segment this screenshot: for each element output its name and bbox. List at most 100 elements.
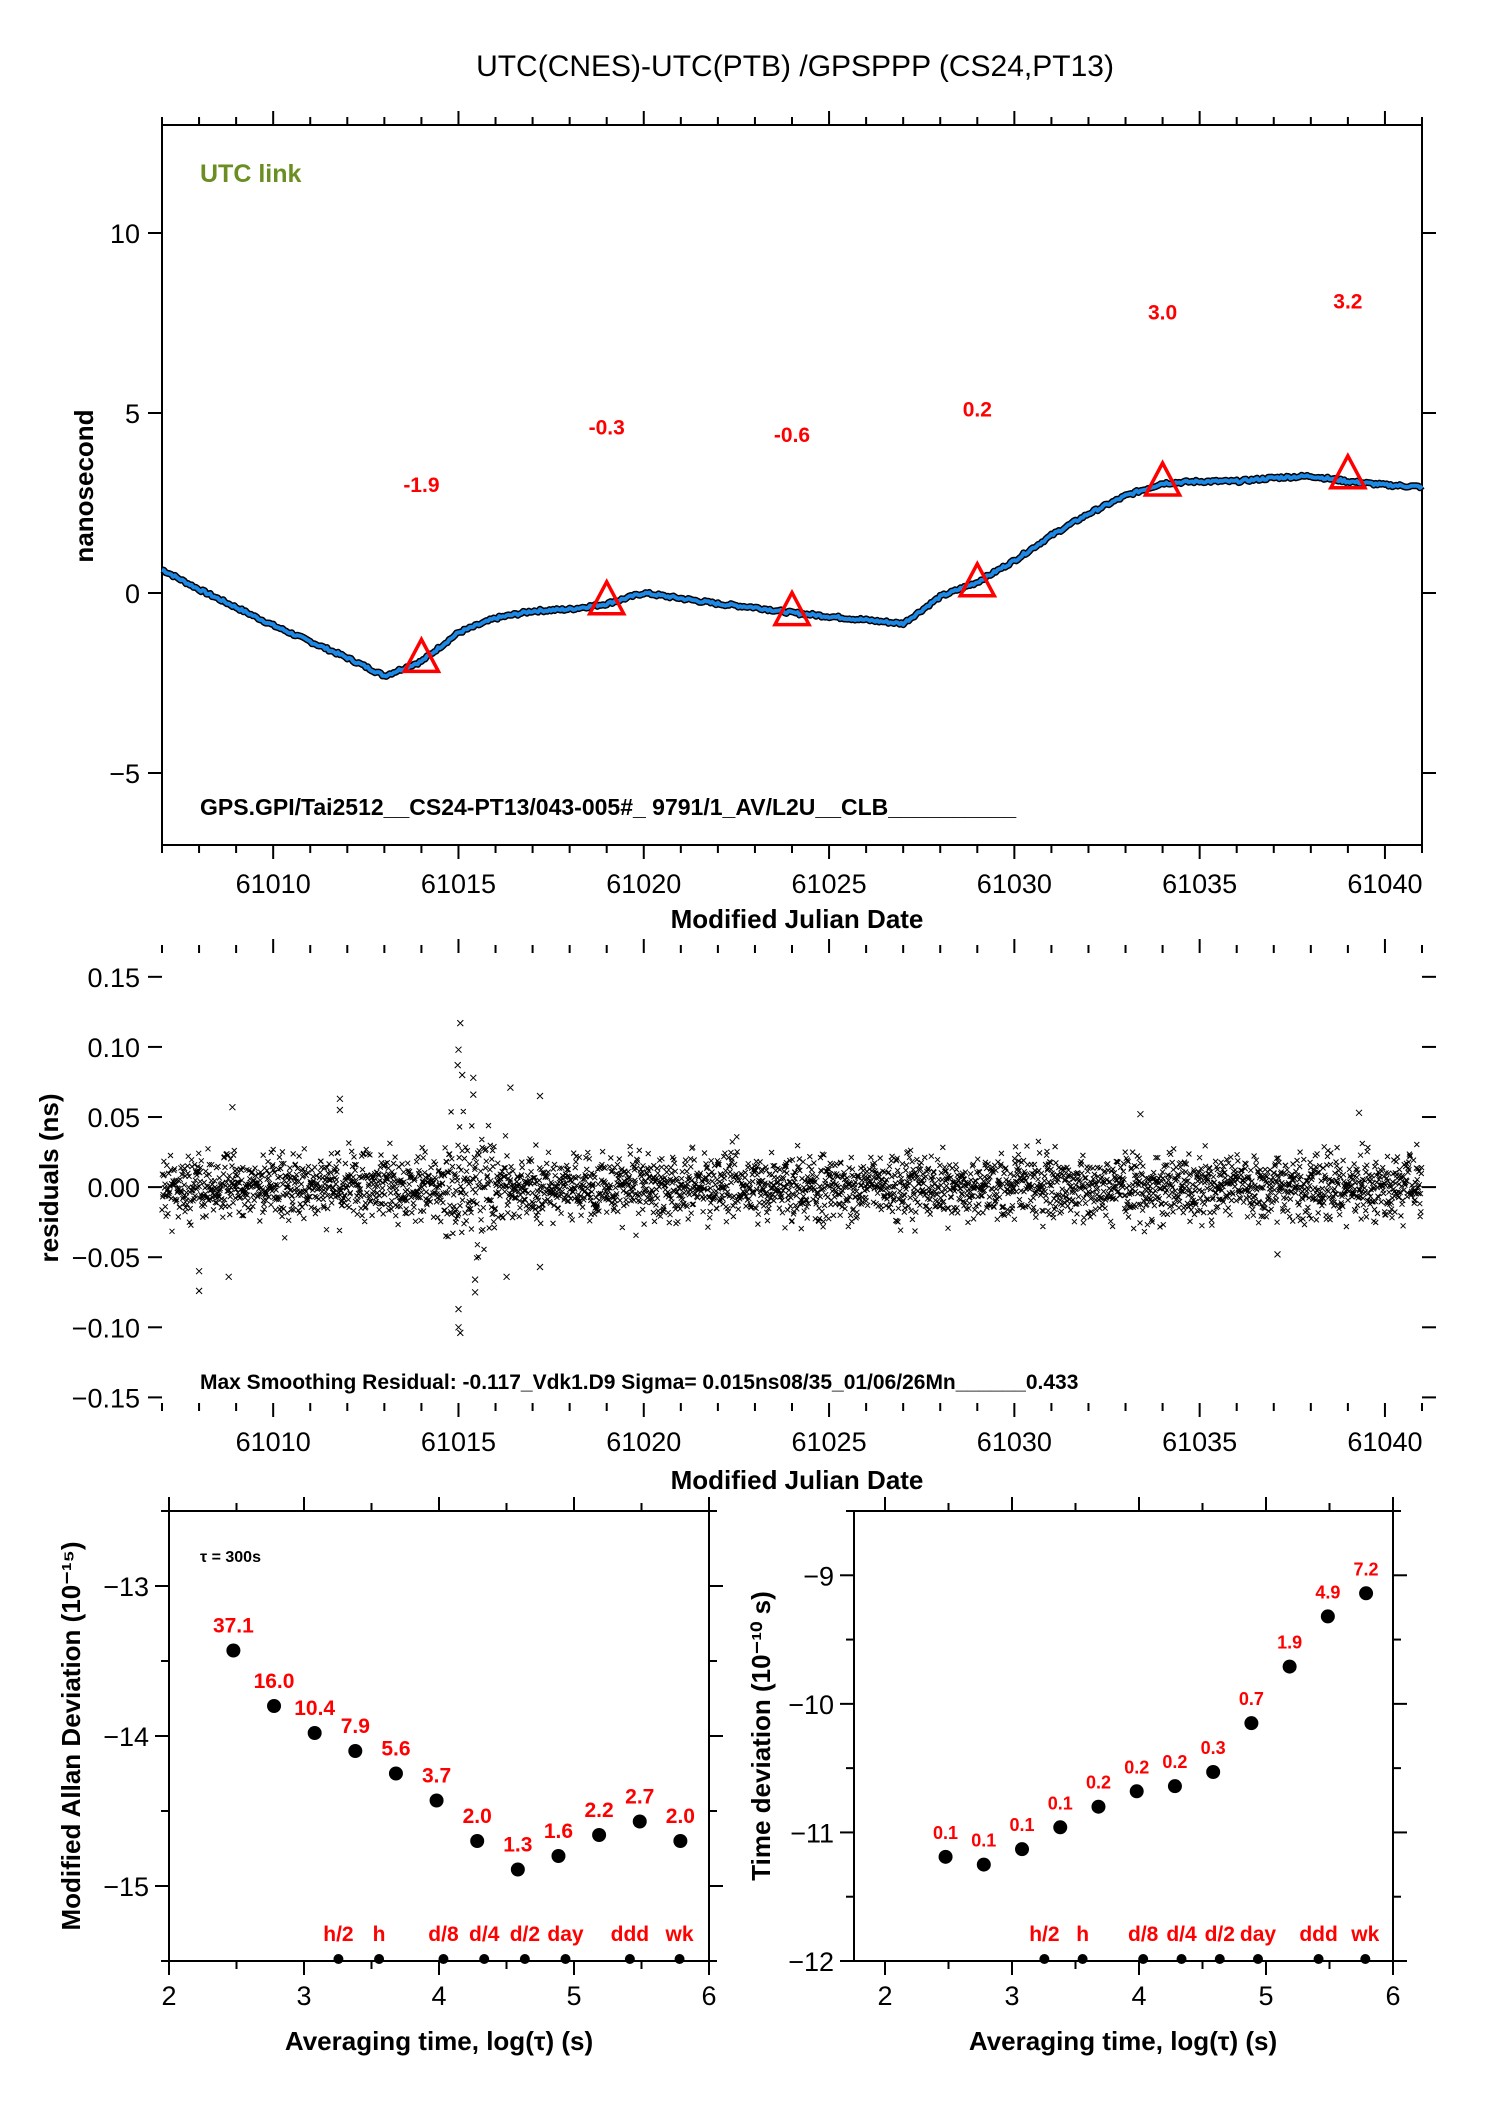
time-marker-label: ddd	[611, 1923, 649, 1946]
time-series-frame	[161, 124, 1423, 846]
triangle-marker	[1327, 452, 1368, 490]
data-point	[551, 1849, 566, 1863]
x-tick-label: 5	[1258, 1981, 1273, 2011]
triangle-marker	[586, 578, 627, 616]
data-value-label: 16.0	[254, 1670, 295, 1693]
data-point	[1320, 1609, 1335, 1624]
y-tick-label: −15	[103, 1872, 149, 1902]
triangle-marker	[772, 588, 812, 627]
x-tick-label: 5	[566, 1981, 581, 2011]
x-tick-label: 61025	[792, 869, 867, 899]
time-marker-dot	[674, 1954, 685, 1964]
x-tick-label: 6	[1385, 1981, 1400, 2011]
x-tick-label: 61015	[421, 869, 496, 899]
data-point	[429, 1793, 444, 1808]
data-point	[307, 1726, 322, 1740]
time-marker-label: h/2	[323, 1923, 353, 1946]
time-marker-dot	[1252, 1954, 1263, 1964]
y-tick-label: −9	[803, 1561, 834, 1591]
time-marker-dot	[333, 1954, 344, 1964]
time-marker-dot	[560, 1954, 571, 1964]
data-point	[348, 1744, 363, 1758]
data-value-label: 2.0	[463, 1805, 492, 1828]
time-marker-label: d/4	[469, 1923, 500, 1946]
data-point	[1129, 1784, 1144, 1799]
data-value-label: 0.2	[1124, 1757, 1149, 1777]
residual-points	[159, 1019, 1425, 1337]
residuals-plot: Max Smoothing Residual: -0.117_Vdk1.D9 S…	[34, 939, 1436, 1495]
y-tick-label: −5	[109, 759, 140, 789]
time-marker-dot	[1077, 1954, 1088, 1964]
tdev-plot: Averaging time, log(τ) (s) Time deviatio…	[746, 1497, 1407, 2056]
data-value-label: 5.6	[381, 1738, 410, 1761]
data-value-label: 0.1	[1010, 1815, 1035, 1835]
time-marker-label: day	[547, 1923, 584, 1946]
x-tick-label: 2	[877, 1981, 892, 2011]
time-marker-dot	[438, 1954, 449, 1964]
data-value-label: 0.2	[1086, 1773, 1111, 1793]
data-value-label: 2.2	[585, 1799, 614, 1822]
data-value-label: 1.3	[503, 1834, 532, 1857]
data-value-label: 1.6	[544, 1820, 573, 1843]
marker-value-label: 3.0	[1148, 301, 1177, 324]
x-tick-label: 61010	[236, 1427, 311, 1457]
triangle-marker	[957, 560, 998, 598]
marker-value-label: -0.6	[774, 424, 810, 447]
time-marker-label: wk	[665, 1923, 694, 1946]
data-point	[267, 1699, 282, 1713]
x-tick-label: 61020	[606, 869, 681, 899]
x-tick-label: 61040	[1347, 869, 1422, 899]
time-marker-label: h	[373, 1923, 386, 1946]
data-point	[1091, 1799, 1106, 1814]
time-marker-dot	[1214, 1954, 1225, 1964]
residuals-ylabel: residuals (ns)	[34, 1093, 64, 1262]
time-marker-dot	[519, 1954, 530, 1964]
x-tick-label: 61035	[1162, 869, 1237, 899]
time-marker-label: h/2	[1029, 1923, 1059, 1946]
figure-title: UTC(CNES)-UTC(PTB) /GPSPPP (CS24,PT13)	[476, 50, 1114, 83]
residuals-annotation: Max Smoothing Residual: -0.117_Vdk1.D9 S…	[200, 1371, 1078, 1394]
time-marker-dot	[1138, 1954, 1149, 1964]
data-value-label: 0.3	[1201, 1738, 1226, 1758]
data-value-label: 7.2	[1354, 1559, 1379, 1579]
tdev-xlabel: Averaging time, log(τ) (s)	[969, 2026, 1277, 2056]
y-tick-label: 0.15	[87, 963, 140, 993]
x-tick-label: 2	[161, 1981, 176, 2011]
data-point	[510, 1862, 525, 1877]
data-value-label: 37.1	[213, 1615, 254, 1638]
x-tick-label: 4	[1131, 1981, 1146, 2011]
y-tick-label: 0.10	[87, 1033, 140, 1063]
data-point	[632, 1814, 647, 1829]
time-series-annotation: GPS.GPI/Tai2512__CS24-PT13/043-005#_ 979…	[200, 794, 1016, 820]
x-tick-label: 4	[431, 1981, 446, 2011]
x-tick-label: 61015	[421, 1427, 496, 1457]
time-marker-label: h	[1076, 1923, 1089, 1946]
data-value-label: 2.0	[666, 1805, 695, 1828]
y-tick-label: −10	[788, 1690, 834, 1720]
data-point	[388, 1766, 403, 1781]
y-tick-label: −13	[103, 1572, 149, 1602]
utc-link-label: UTC link	[200, 160, 301, 188]
data-value-label: 1.9	[1277, 1633, 1302, 1653]
data-point	[592, 1828, 607, 1842]
x-tick-label: 61010	[236, 869, 311, 899]
tdev-frame	[853, 1510, 1394, 1962]
x-tick-label: 61040	[1347, 1427, 1422, 1457]
series-line	[161, 473, 1424, 679]
data-point	[1053, 1820, 1068, 1835]
data-value-label: 0.1	[1048, 1793, 1073, 1813]
data-value-label: 0.1	[933, 1823, 958, 1843]
time-marker-label: d/8	[428, 1923, 459, 1946]
x-tick-label: 3	[296, 1981, 311, 2011]
time-marker-dot	[1313, 1954, 1324, 1964]
data-value-label: 2.7	[625, 1786, 654, 1809]
time-marker-label: d/2	[1205, 1923, 1235, 1946]
x-tick-label: 61025	[792, 1427, 867, 1457]
data-point	[1244, 1716, 1259, 1731]
time-series-ylabel: nanosecond	[69, 409, 99, 562]
data-value-label: 0.1	[971, 1831, 996, 1851]
y-tick-label: −0.05	[72, 1243, 140, 1273]
mdev-plot: τ = 300s Averaging time, log(τ) (s) Modi…	[56, 1497, 723, 2056]
time-marker-label: d/2	[510, 1923, 540, 1946]
triangle-marker	[401, 635, 442, 674]
